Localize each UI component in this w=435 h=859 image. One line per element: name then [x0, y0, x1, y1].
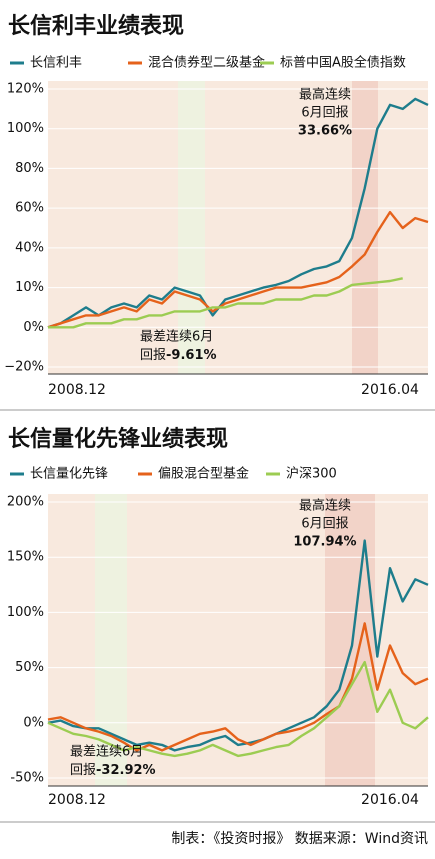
annotation: 6月回报 — [301, 517, 348, 532]
y-tick-label: 50% — [15, 660, 44, 675]
series-line — [47, 539, 429, 752]
worst-period-band — [178, 81, 205, 374]
series-line — [47, 660, 429, 758]
annotation: 最差连续6月 — [140, 329, 213, 345]
legend-label: 长信量化先锋 — [30, 467, 108, 482]
x-tick-label: 2008.12 — [48, 792, 106, 808]
legend-label: 偏股混合型基金 — [158, 466, 249, 482]
legend-label: 沪深300 — [286, 466, 337, 482]
best-period-band — [352, 81, 378, 374]
chart-title: 长信利丰业绩表现 — [8, 13, 184, 39]
series-line — [47, 210, 429, 329]
y-tick-label: 0% — [23, 715, 44, 730]
annotation-value: 107.94% — [293, 535, 356, 550]
annotation-text: 回报 — [70, 763, 96, 778]
annotation: 6月回报 — [301, 106, 348, 121]
y-tick-label: 0% — [23, 320, 44, 335]
y-tick-label: 150% — [7, 550, 44, 565]
y-tick-label: 10% — [15, 280, 44, 295]
y-tick-label: 200% — [7, 495, 44, 510]
y-tick-label: 120% — [7, 82, 44, 97]
y-tick-label: 100% — [7, 121, 44, 136]
x-tick-label: 2008.12 — [48, 382, 106, 398]
y-tick-label: 40% — [15, 240, 44, 255]
annotation: 最高连续 — [299, 87, 351, 103]
x-tick-label: 2016.04 — [361, 382, 419, 398]
y-tick-label: −20% — [4, 360, 44, 375]
y-tick-label: -50% — [10, 771, 44, 786]
annotation: 回报-9.61% — [140, 348, 217, 363]
annotation-value: 33.66% — [298, 124, 352, 139]
x-tick-label: 2016.04 — [361, 792, 419, 808]
y-tick-label: 80% — [15, 161, 44, 176]
annotation: 最差连续6月 — [70, 744, 143, 760]
legend-label: 混合债券型二级基金 — [148, 55, 265, 71]
annotation-value: -32.92% — [96, 763, 156, 778]
footer: 制表：《投资时报》 数据来源：Wind资讯 — [171, 831, 428, 847]
y-tick-label: 60% — [15, 201, 44, 216]
y-tick-label: 100% — [7, 605, 44, 620]
series-line — [47, 97, 429, 329]
annotation-text: 回报 — [140, 348, 166, 363]
annotation-value: -9.61% — [166, 348, 217, 363]
chart-title: 长信量化先锋业绩表现 — [8, 426, 228, 452]
series-line — [48, 277, 403, 329]
legend-label: 长信利丰 — [30, 56, 82, 71]
legend-label: 标普中国A股全债指数 — [280, 55, 406, 71]
annotation: 回报-32.92% — [70, 763, 156, 778]
series-line — [47, 622, 429, 752]
annotation: 最高连续 — [299, 498, 351, 514]
